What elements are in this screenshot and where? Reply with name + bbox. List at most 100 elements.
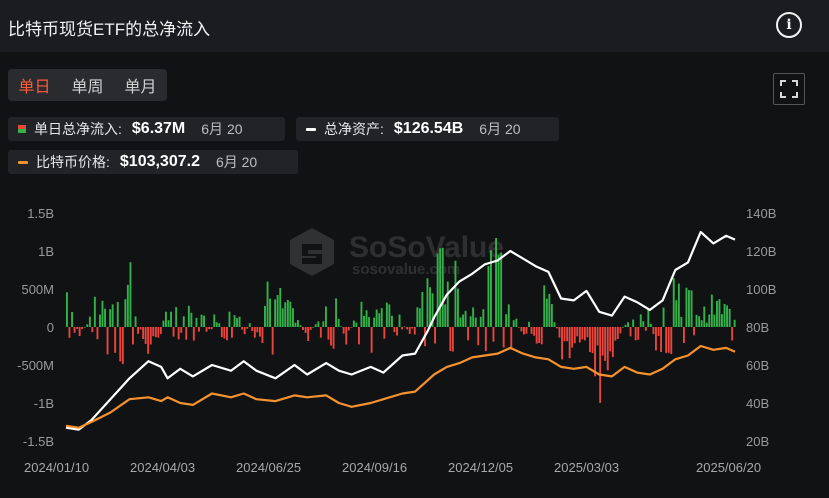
left-tick-label: 500M xyxy=(21,282,54,297)
inflow-bar xyxy=(76,327,79,329)
inflow-bar xyxy=(418,308,421,327)
legend-btc-price[interactable]: 比特币价格: $103,307.2 6月 20 xyxy=(8,150,298,174)
etf-flow-chart[interactable]: SoSoValue sosovalue.com 1.5B 1B 500M 0 -500M… xyxy=(0,195,829,498)
inflow-bar xyxy=(241,327,244,330)
inflow-bar xyxy=(530,327,533,334)
inflow-bar xyxy=(236,318,238,327)
inflow-bar xyxy=(144,327,147,344)
inflow-bar xyxy=(360,301,363,327)
inflow-bar xyxy=(302,327,304,330)
legend-date: 6月 20 xyxy=(215,154,258,170)
inflow-bar xyxy=(83,327,86,328)
inflow-bar xyxy=(96,327,99,340)
inflow-bar xyxy=(647,309,650,327)
inflow-bar xyxy=(652,327,655,335)
inflow-bar xyxy=(616,327,619,339)
inflow-bar xyxy=(479,316,482,327)
inflow-bar xyxy=(299,325,302,327)
legend-value: $6.37M xyxy=(131,120,186,137)
inflow-bar xyxy=(203,315,205,327)
inflow-bar xyxy=(167,320,170,327)
inflow-bar xyxy=(159,327,162,335)
inflow-bar xyxy=(149,327,152,345)
inflow-bar xyxy=(200,314,203,327)
inflow-bar xyxy=(655,327,657,351)
inflow-bar xyxy=(416,307,419,327)
inflow-bar xyxy=(657,327,660,336)
inflow-bar xyxy=(271,327,274,355)
inflow-bar xyxy=(281,308,284,327)
inflow-bar xyxy=(73,327,76,333)
inflow-bar xyxy=(307,327,310,341)
inflow-bar xyxy=(152,327,155,337)
x-tick-label: 2024/06/25 xyxy=(236,460,301,475)
legend-total-assets[interactable]: 总净资产: $126.54B 6月 20 xyxy=(296,117,559,141)
inflow-bar xyxy=(297,320,299,327)
legend-daily-inflow[interactable]: 单日总净流入: $6.37M 6月 20 xyxy=(8,117,285,141)
inflow-bar xyxy=(568,327,571,359)
legend-date: 6月 20 xyxy=(479,121,521,137)
inflow-bar xyxy=(548,293,551,327)
period-tabs: 单日 单周 单月 xyxy=(8,69,167,101)
inflow-bar xyxy=(190,312,193,327)
left-tick-label: 1B xyxy=(38,244,54,259)
x-tick-label: 2024/04/03 xyxy=(130,460,195,475)
inflow-bar xyxy=(606,327,609,371)
inflow-bar xyxy=(226,327,228,341)
inflow-bar xyxy=(611,327,614,358)
inflow-bar xyxy=(154,327,157,338)
inflow-bar xyxy=(632,319,635,327)
left-tick-label: 0 xyxy=(47,320,54,335)
inflow-bar xyxy=(292,308,294,327)
inflow-bar xyxy=(170,311,172,327)
tab-daily[interactable]: 单日 xyxy=(18,79,51,96)
inflow-bar xyxy=(512,320,515,327)
sosovalue-watermark: SoSoValue sosovalue.com xyxy=(290,228,504,278)
inflow-bar xyxy=(474,317,477,327)
inflow-bar xyxy=(116,301,119,327)
inflow-bar xyxy=(528,321,530,327)
inflow-bar xyxy=(363,315,365,327)
left-tick-label: 1.5B xyxy=(27,206,54,221)
inflow-bar xyxy=(469,316,472,327)
daily-inflow-bars xyxy=(66,238,736,403)
inflow-bar xyxy=(393,327,396,333)
inflow-bar xyxy=(581,327,584,340)
inflow-bar xyxy=(180,327,183,333)
legend-label: 单日总净流入: xyxy=(34,121,122,137)
tab-weekly[interactable]: 单周 xyxy=(71,79,104,96)
inflow-bar xyxy=(553,322,556,327)
inflow-bar xyxy=(208,327,211,329)
inflow-bar xyxy=(472,307,475,327)
watermark-url: sosovalue.com xyxy=(352,261,460,278)
inflow-bar xyxy=(558,327,561,338)
x-tick-label: 2024/12/05 xyxy=(448,460,513,475)
inflow-bar xyxy=(672,278,675,327)
inflow-bar xyxy=(535,327,538,344)
inflow-bar xyxy=(604,327,607,361)
tab-monthly[interactable]: 单月 xyxy=(124,79,157,96)
fullscreen-icon[interactable] xyxy=(773,73,805,105)
inflow-bar xyxy=(642,321,645,327)
inflow-bar xyxy=(205,327,208,332)
inflow-bar xyxy=(355,322,358,327)
inflow-bar xyxy=(492,327,495,342)
right-tick-label: 60B xyxy=(746,358,769,373)
inflow-bar xyxy=(543,285,546,327)
inflow-bar xyxy=(335,298,337,327)
inflow-bar xyxy=(716,300,718,327)
inflow-bar xyxy=(380,308,383,327)
inflow-bar xyxy=(665,327,668,353)
inflow-bar xyxy=(114,327,117,353)
inflow-bar xyxy=(228,311,231,327)
info-icon[interactable]: i xyxy=(776,12,802,38)
inflow-bar xyxy=(266,281,269,327)
inflow-bar xyxy=(451,327,454,352)
inflow-bar xyxy=(365,310,368,327)
inflow-bar xyxy=(253,327,256,338)
inflow-bar xyxy=(78,327,81,336)
inflow-bar xyxy=(426,278,429,327)
inflow-bar xyxy=(670,327,673,355)
inflow-bar xyxy=(192,327,195,341)
inflow-bar xyxy=(185,327,188,340)
